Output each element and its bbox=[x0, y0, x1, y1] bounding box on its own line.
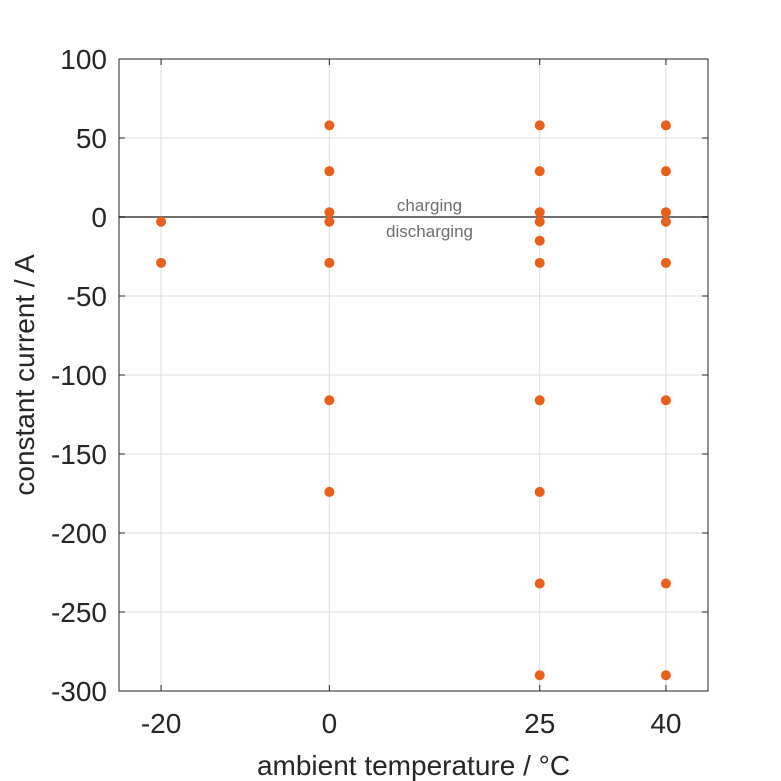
annotation-charging: charging bbox=[397, 196, 462, 215]
data-point bbox=[534, 235, 545, 246]
data-point bbox=[660, 216, 671, 227]
x-tick-label: 25 bbox=[524, 708, 555, 739]
data-point bbox=[324, 166, 335, 177]
y-tick-label: 0 bbox=[91, 202, 107, 233]
data-point bbox=[534, 216, 545, 227]
data-point bbox=[324, 395, 335, 406]
x-tick-label: -20 bbox=[141, 708, 181, 739]
data-point bbox=[660, 395, 671, 406]
data-points bbox=[156, 120, 671, 681]
y-tick-label: -50 bbox=[67, 281, 107, 312]
x-tick-label: 0 bbox=[322, 708, 338, 739]
data-point bbox=[324, 257, 335, 268]
y-tick-label: -200 bbox=[51, 518, 107, 549]
y-tick-label: -150 bbox=[51, 439, 107, 470]
data-point bbox=[534, 166, 545, 177]
data-point bbox=[534, 207, 545, 218]
y-tick-label: -250 bbox=[51, 597, 107, 628]
data-point bbox=[534, 120, 545, 131]
x-tick-label: 40 bbox=[650, 708, 681, 739]
data-point bbox=[534, 257, 545, 268]
data-point bbox=[156, 216, 167, 227]
x-axis-label: ambient temperature / °C bbox=[257, 750, 570, 781]
data-point bbox=[156, 257, 167, 268]
data-point bbox=[660, 120, 671, 131]
data-point bbox=[534, 486, 545, 497]
data-point bbox=[324, 486, 335, 497]
data-point bbox=[534, 578, 545, 589]
y-tick-label: 100 bbox=[60, 44, 107, 75]
data-point bbox=[534, 395, 545, 406]
grid bbox=[119, 58, 708, 692]
data-point bbox=[324, 216, 335, 227]
data-point bbox=[660, 207, 671, 218]
y-axis-label: constant current / A bbox=[9, 254, 40, 496]
y-tick-label: -100 bbox=[51, 360, 107, 391]
y-tick-label: -300 bbox=[51, 676, 107, 707]
data-point bbox=[660, 166, 671, 177]
data-point bbox=[660, 257, 671, 268]
data-point bbox=[324, 120, 335, 131]
annotation-discharging: discharging bbox=[386, 222, 473, 241]
y-tick-label: 50 bbox=[76, 123, 107, 154]
data-point bbox=[660, 670, 671, 681]
data-point bbox=[324, 207, 335, 218]
data-point bbox=[660, 578, 671, 589]
data-point bbox=[534, 670, 545, 681]
